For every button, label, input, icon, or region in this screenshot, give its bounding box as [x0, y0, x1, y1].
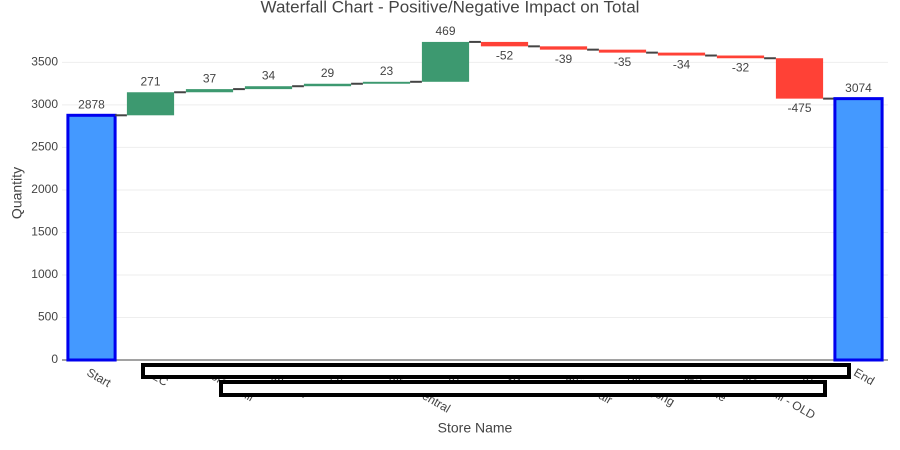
- y-tick-label: 2500: [31, 140, 58, 154]
- bar: [244, 86, 293, 90]
- chart-title: Waterfall Chart - Positive/Negative Impa…: [261, 0, 640, 16]
- value-label: 2878: [78, 97, 105, 111]
- bar: [126, 92, 175, 116]
- value-label: 29: [321, 66, 335, 80]
- bar: [716, 55, 765, 59]
- x-tick-label: Start: [84, 365, 114, 390]
- bar: [66, 113, 117, 362]
- y-tick-label: 0: [51, 352, 58, 366]
- plot-area: 0 500 1000 1500 2000 2500 3000 3500 2878 Start 271…: [31, 24, 888, 422]
- y-tick-label: 1000: [31, 267, 58, 281]
- y-tick-label: 500: [38, 310, 58, 324]
- value-label: -32: [732, 60, 750, 74]
- y-tick-label: 1500: [31, 225, 58, 239]
- value-label: -475: [787, 101, 811, 115]
- value-label: 37: [203, 71, 217, 85]
- bar: [303, 83, 352, 87]
- value-label: 469: [435, 24, 455, 38]
- value-label: -34: [673, 58, 691, 72]
- value-label: 271: [140, 74, 160, 88]
- x-axis-title: Store Name: [438, 420, 513, 436]
- y-axis-title: Quantity: [9, 167, 25, 219]
- bar: [421, 41, 470, 82]
- bar: [775, 58, 824, 99]
- value-label: 23: [380, 64, 394, 78]
- value-label: -35: [614, 55, 632, 69]
- value-label: 3074: [845, 81, 872, 95]
- y-tick-label: 2000: [31, 182, 58, 196]
- y-tick-label: 3000: [31, 97, 58, 111]
- bar: [480, 41, 529, 47]
- redaction-box: [141, 363, 851, 379]
- value-label: -39: [555, 52, 573, 66]
- bar: [185, 89, 234, 93]
- y-tick-label: 3500: [31, 55, 58, 69]
- bar: [539, 46, 588, 50]
- value-label: -52: [496, 49, 514, 63]
- bar: [657, 52, 706, 56]
- bar: [598, 49, 647, 53]
- redaction-box: [219, 380, 827, 397]
- value-label: 34: [262, 68, 276, 82]
- bar: [833, 97, 884, 362]
- bar: [362, 81, 411, 84]
- x-tick-label: End: [851, 365, 876, 388]
